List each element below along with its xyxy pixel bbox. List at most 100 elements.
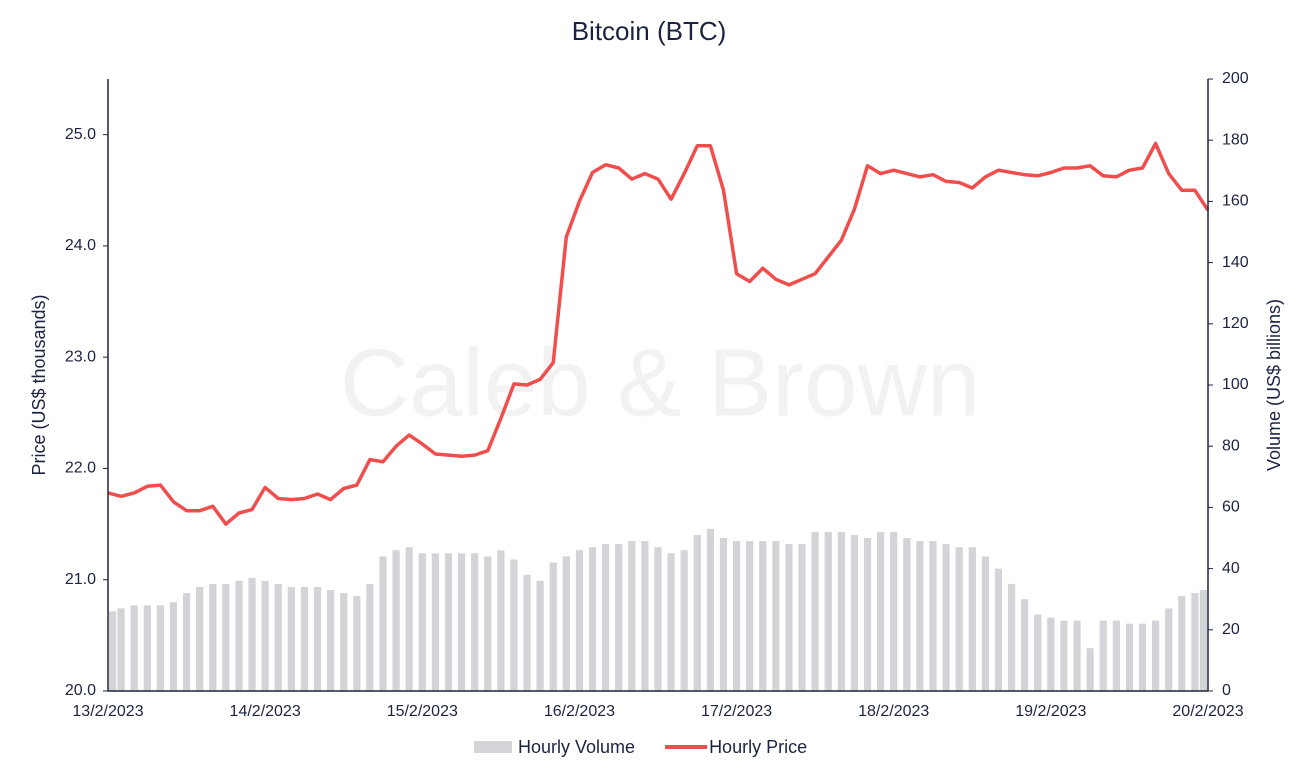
volume-bar — [1178, 596, 1186, 691]
volume-bar — [379, 556, 387, 691]
legend-swatch — [474, 741, 512, 753]
volume-bar — [667, 553, 675, 691]
volume-bar — [313, 586, 322, 691]
volume-bar — [1007, 583, 1016, 691]
volume-bar — [444, 553, 453, 691]
volume-bar — [1099, 620, 1107, 691]
volume-bar — [156, 605, 164, 691]
y2-tick-label: 200 — [1222, 70, 1249, 87]
volume-bar — [877, 531, 885, 691]
y2-tick-label: 60 — [1222, 499, 1240, 516]
volume-bar — [1165, 608, 1173, 691]
watermark: Caleb & Brown — [340, 329, 980, 436]
volume-bar — [654, 547, 662, 691]
volume-bar — [588, 547, 597, 691]
volume-bar — [300, 586, 309, 691]
volume-bar — [1125, 623, 1134, 691]
y2-tick-label: 0 — [1222, 682, 1231, 699]
volume-bar — [392, 550, 400, 691]
volume-bar — [287, 586, 295, 691]
volume-bar — [1073, 620, 1081, 691]
volume-bar — [1021, 599, 1029, 691]
volume-bar — [510, 559, 518, 691]
volume-bar — [798, 544, 806, 691]
volume-bar — [235, 580, 243, 691]
volume-bar — [929, 541, 937, 691]
volume-bar — [405, 547, 413, 691]
volume-bar — [981, 556, 989, 691]
volume-bar — [916, 541, 924, 691]
volume-bar — [418, 553, 426, 691]
volume-bar — [274, 583, 282, 691]
volume-bar — [863, 538, 872, 691]
volume-bar — [628, 541, 636, 691]
y2-tick-label: 140 — [1222, 254, 1249, 271]
volume-bar — [811, 531, 819, 691]
volume-bar — [457, 553, 466, 691]
volume-bar — [615, 544, 623, 691]
volume-bar — [130, 605, 138, 691]
volume-bar — [366, 583, 374, 691]
x-tick-label: 20/2/2023 — [1172, 703, 1243, 720]
volume-bar — [1060, 620, 1068, 691]
volume-bar — [903, 538, 911, 691]
volume-bar — [850, 534, 859, 691]
x-tick-label: 14/2/2023 — [230, 703, 301, 720]
y-tick-label: 23.0 — [65, 348, 96, 365]
volume-bar — [1112, 620, 1120, 691]
volume-bar — [1199, 590, 1207, 691]
volume-bar — [575, 550, 584, 691]
volume-bar — [968, 547, 976, 691]
volume-bar — [824, 531, 832, 691]
x-tick-label: 19/2/2023 — [1015, 703, 1086, 720]
x-tick-label: 15/2/2023 — [387, 703, 458, 720]
volume-bar — [1034, 614, 1042, 691]
volume-bar — [837, 531, 845, 691]
volume-bar — [340, 593, 348, 691]
volume-bar — [994, 568, 1003, 691]
volume-bar — [222, 583, 230, 691]
volume-bar — [196, 586, 204, 691]
y-axis-label: Price (US$ thousands) — [29, 294, 49, 475]
volume-bar — [248, 577, 256, 691]
volume-bar — [1152, 620, 1160, 691]
plot-area — [107, 141, 1210, 691]
volume-bar — [746, 541, 754, 691]
volume-bar — [169, 602, 178, 691]
volume-bar — [693, 534, 701, 691]
volume-bar — [209, 583, 217, 691]
y2-tick-label: 180 — [1222, 131, 1249, 148]
legend-label: Hourly Volume — [518, 737, 635, 757]
x-tick-label: 17/2/2023 — [701, 703, 772, 720]
volume-bar — [759, 541, 767, 691]
y2-tick-label: 20 — [1222, 621, 1240, 638]
y-tick-label: 21.0 — [65, 571, 96, 588]
x-tick-label: 18/2/2023 — [858, 703, 929, 720]
volume-bar — [431, 553, 439, 691]
price-line — [107, 141, 1210, 526]
y-tick-label: 25.0 — [65, 126, 96, 143]
volume-bar — [109, 611, 117, 691]
x-tick-label: 13/2/2023 — [72, 703, 143, 720]
volume-bar — [143, 605, 151, 691]
volume-bar — [471, 553, 479, 691]
volume-bar — [327, 590, 335, 691]
volume-bar — [955, 547, 963, 691]
volume-bar — [549, 562, 557, 691]
y2-tick-label: 40 — [1222, 560, 1240, 577]
y2-axis-label: Volume (US$ billions) — [1264, 299, 1284, 471]
volume-bar — [1138, 623, 1147, 691]
volume-bar — [890, 531, 898, 691]
volume-bar — [353, 596, 361, 691]
x-tick-label: 16/2/2023 — [544, 703, 615, 720]
volume-bar — [536, 580, 544, 691]
volume-bar — [562, 556, 570, 691]
volume-bar — [785, 544, 793, 691]
chart-title: Bitcoin (BTC) — [572, 16, 727, 46]
volume-bar — [680, 550, 688, 691]
volume-bar — [117, 608, 125, 691]
volume-bar — [732, 541, 741, 691]
volume-bar — [497, 550, 505, 691]
volume-bar — [261, 580, 269, 691]
